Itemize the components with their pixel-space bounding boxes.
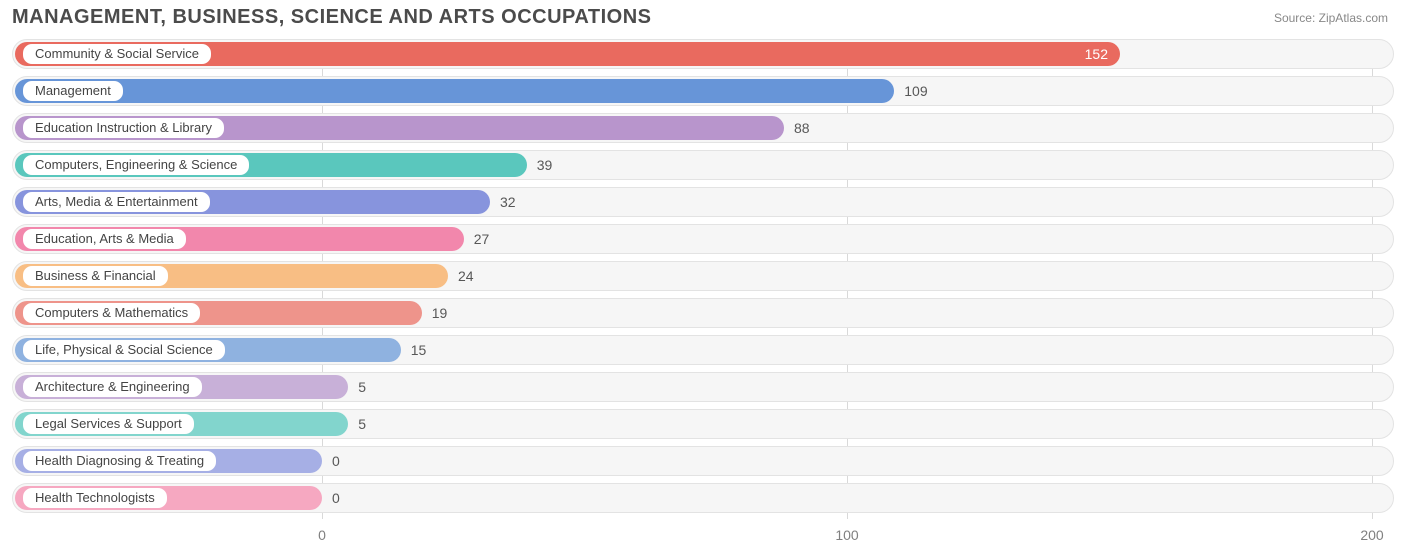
bar-value: 5 <box>358 416 366 432</box>
category-label: Education Instruction & Library <box>21 116 226 140</box>
bar-fill <box>15 79 894 103</box>
bar-row: Business & Financial 24 <box>12 261 1394 291</box>
bar-value: 5 <box>358 379 366 395</box>
category-label: Management <box>21 79 125 103</box>
category-label: Health Technologists <box>21 486 169 510</box>
bar-row: Health Diagnosing & Treating 0 <box>12 446 1394 476</box>
bar-series: Community & Social Service 152 Management 1… <box>12 39 1394 519</box>
category-label: Life, Physical & Social Science <box>21 338 227 362</box>
bar-value: 15 <box>411 342 427 358</box>
axis-tick-label: 100 <box>835 527 858 543</box>
bar-row: Community & Social Service 152 <box>12 39 1394 69</box>
category-label: Architecture & Engineering <box>21 375 204 399</box>
bar-row: Health Technologists 0 <box>12 483 1394 513</box>
chart-header: MANAGEMENT, BUSINESS, SCIENCE AND ARTS O… <box>0 0 1406 31</box>
bar-row: Management 109 <box>12 76 1394 106</box>
bar-row: Life, Physical & Social Science 15 <box>12 335 1394 365</box>
bar-row: Computers & Mathematics 19 <box>12 298 1394 328</box>
category-label: Community & Social Service <box>21 42 213 66</box>
category-label: Arts, Media & Entertainment <box>21 190 212 214</box>
bar-row: Computers, Engineering & Science 39 <box>12 150 1394 180</box>
category-label: Legal Services & Support <box>21 412 196 436</box>
category-label: Health Diagnosing & Treating <box>21 449 218 473</box>
bar-value: 27 <box>474 231 490 247</box>
bar-row: Education, Arts & Media 27 <box>12 224 1394 254</box>
bar-value: 0 <box>332 490 340 506</box>
bar-row: Architecture & Engineering 5 <box>12 372 1394 402</box>
category-label: Computers & Mathematics <box>21 301 202 325</box>
category-label: Business & Financial <box>21 264 170 288</box>
source-attribution: Source: ZipAtlas.com <box>1274 11 1388 25</box>
bar-value: 152 <box>1085 46 1108 62</box>
plot-region: Community & Social Service 152 Management 1… <box>12 39 1394 519</box>
bar-value: 19 <box>432 305 448 321</box>
bar-value: 32 <box>500 194 516 210</box>
source-label: Source: <box>1274 11 1315 25</box>
category-label: Computers, Engineering & Science <box>21 153 251 177</box>
chart-area: Community & Social Service 152 Management 1… <box>0 31 1406 553</box>
chart-title: MANAGEMENT, BUSINESS, SCIENCE AND ARTS O… <box>12 6 651 29</box>
x-axis: 0 100 200 <box>12 523 1394 553</box>
category-label: Education, Arts & Media <box>21 227 188 251</box>
bar-value: 39 <box>537 157 553 173</box>
axis-tick-label: 0 <box>318 527 326 543</box>
source-site: ZipAtlas.com <box>1319 11 1388 25</box>
axis-tick-label: 200 <box>1360 527 1383 543</box>
bar-row: Education Instruction & Library 88 <box>12 113 1394 143</box>
bar-value: 0 <box>332 453 340 469</box>
bar-row: Arts, Media & Entertainment 32 <box>12 187 1394 217</box>
bar-row: Legal Services & Support 5 <box>12 409 1394 439</box>
bar-value: 88 <box>794 120 810 136</box>
bar-value: 109 <box>904 83 927 99</box>
bar-value: 24 <box>458 268 474 284</box>
